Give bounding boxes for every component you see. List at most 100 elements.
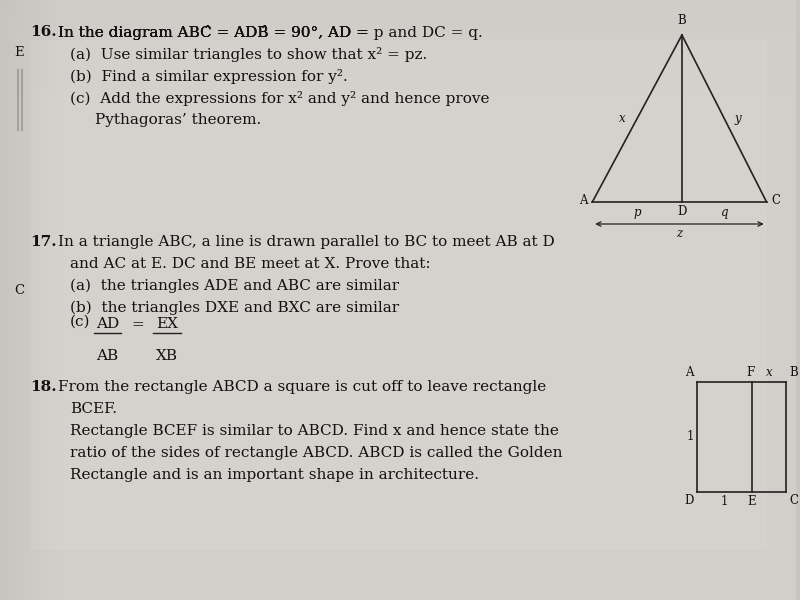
Text: In the diagram ABĈ = ADB̂ = 90°, AD =: In the diagram ABĈ = ADB̂ = 90°, AD =	[58, 25, 374, 40]
Bar	[9, 0, 10, 600]
Bar	[58, 0, 60, 600]
Text: In a triangle ABC, a line is drawn parallel to BC to meet AB at D: In a triangle ABC, a line is drawn paral…	[58, 235, 554, 249]
Text: Rectangle BCEF is similar to ABCD. Find x and hence state the: Rectangle BCEF is similar to ABCD. Find …	[70, 424, 558, 438]
Bar	[38, 0, 39, 600]
Text: x: x	[766, 366, 772, 379]
Text: x: x	[618, 112, 625, 125]
Bar	[46, 0, 48, 600]
Bar	[57, 0, 58, 600]
Text: (b)  the triangles DXE and BXC are similar: (b) the triangles DXE and BXC are simila…	[70, 301, 399, 316]
Bar	[0, 50, 797, 55]
Bar	[30, 40, 766, 550]
Bar	[40, 0, 42, 600]
Bar	[0, 0, 2, 600]
Bar	[0, 70, 797, 75]
Text: 1: 1	[721, 495, 728, 508]
Bar	[18, 0, 19, 600]
Bar	[22, 0, 24, 600]
Text: From the rectangle ABCD a square is cut off to leave rectangle: From the rectangle ABCD a square is cut …	[58, 380, 546, 394]
Text: 1: 1	[686, 431, 694, 443]
Bar	[26, 0, 27, 600]
Text: Pythagoras’ theorem.: Pythagoras’ theorem.	[94, 113, 261, 127]
Bar	[2, 0, 3, 600]
Bar	[30, 0, 31, 600]
Bar	[31, 0, 33, 600]
Text: AD: AD	[96, 317, 119, 331]
Text: Rectangle and is an important shape in architecture.: Rectangle and is an important shape in a…	[70, 468, 478, 482]
Bar	[27, 0, 28, 600]
Text: p: p	[634, 206, 641, 219]
Text: C: C	[14, 283, 24, 296]
Bar	[0, 65, 797, 70]
Bar	[21, 0, 22, 600]
Text: D: D	[678, 205, 686, 218]
Bar	[0, 60, 797, 65]
Bar	[7, 0, 9, 600]
Bar	[0, 75, 797, 80]
Text: (a)  the triangles ADE and ABC are similar: (a) the triangles ADE and ABC are simila…	[70, 279, 399, 293]
Text: F: F	[746, 366, 754, 379]
Text: BCEF.: BCEF.	[70, 402, 117, 416]
Text: E: E	[747, 495, 756, 508]
Text: z: z	[676, 227, 682, 240]
Bar	[14, 0, 15, 600]
Text: (c)  Add the expressions for x² and y² and hence prove: (c) Add the expressions for x² and y² an…	[70, 91, 489, 106]
Bar	[19, 0, 21, 600]
Text: In the diagram ABĈ = ADB̂ = 90°, AD = p and DC = q.: In the diagram ABĈ = ADB̂ = 90°, AD = p…	[58, 25, 482, 40]
Bar	[0, 0, 797, 5]
Bar	[0, 30, 797, 35]
Bar	[50, 0, 52, 600]
Text: y: y	[734, 112, 741, 125]
Bar	[0, 25, 797, 30]
Bar	[0, 90, 797, 95]
Bar	[3, 0, 5, 600]
Text: A: A	[579, 193, 587, 206]
Text: (c): (c)	[70, 315, 90, 329]
Bar	[0, 20, 797, 25]
Bar	[54, 0, 55, 600]
Bar	[5, 0, 6, 600]
Text: (a)  Use similar triangles to show that x² = pz.: (a) Use similar triangles to show that x…	[70, 47, 427, 62]
Bar	[28, 0, 30, 600]
Bar	[43, 0, 45, 600]
Bar	[55, 0, 57, 600]
Bar	[24, 0, 26, 600]
Bar	[0, 55, 797, 60]
Text: B: B	[790, 366, 798, 379]
Text: B: B	[678, 14, 686, 27]
Bar	[42, 0, 43, 600]
Bar	[15, 0, 17, 600]
Bar	[0, 85, 797, 90]
Bar	[0, 40, 797, 45]
Text: ratio of the sides of rectangle ABCD. ABCD is called the Golden: ratio of the sides of rectangle ABCD. AB…	[70, 446, 562, 460]
Text: and AC at E. DC and BE meet at X. Prove that:: and AC at E. DC and BE meet at X. Prove …	[70, 257, 430, 271]
Bar	[6, 0, 7, 600]
Text: (b)  Find a similar expression for y².: (b) Find a similar expression for y².	[70, 69, 347, 84]
Bar	[0, 80, 797, 85]
Text: 17.: 17.	[30, 235, 57, 249]
Text: A: A	[686, 366, 694, 379]
Bar	[0, 35, 797, 40]
Bar	[33, 0, 34, 600]
Text: =: =	[131, 318, 144, 332]
Text: 16.: 16.	[30, 25, 57, 39]
Text: D: D	[685, 494, 694, 507]
Bar	[0, 15, 797, 20]
Bar	[48, 0, 50, 600]
Bar	[39, 0, 40, 600]
Bar	[12, 0, 14, 600]
Bar	[45, 0, 46, 600]
Bar	[34, 0, 36, 600]
Bar	[17, 0, 18, 600]
Bar	[0, 45, 797, 50]
Text: AB: AB	[97, 349, 118, 363]
Bar	[52, 0, 54, 600]
Text: C: C	[790, 494, 798, 507]
Text: 18.: 18.	[30, 380, 57, 394]
Bar	[0, 10, 797, 15]
Text: C: C	[771, 193, 781, 206]
Text: XB: XB	[156, 349, 178, 363]
Bar	[0, 5, 797, 10]
Text: E: E	[14, 46, 23, 58]
Text: q: q	[721, 206, 728, 219]
